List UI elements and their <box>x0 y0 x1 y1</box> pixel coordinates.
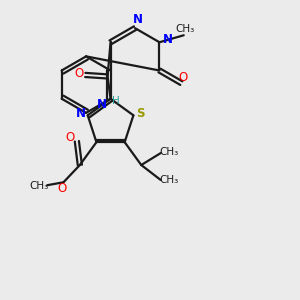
Text: CH₃: CH₃ <box>176 24 195 34</box>
Text: O: O <box>66 131 75 144</box>
Text: N: N <box>163 33 172 46</box>
Text: H: H <box>112 96 120 106</box>
Text: CH₃: CH₃ <box>159 147 178 157</box>
Text: CH₃: CH₃ <box>29 182 48 191</box>
Text: O: O <box>57 182 66 195</box>
Text: CH₃: CH₃ <box>159 176 178 185</box>
Text: O: O <box>75 67 84 80</box>
Text: O: O <box>178 71 188 84</box>
Text: N: N <box>133 14 143 26</box>
Text: N: N <box>76 107 86 120</box>
Text: S: S <box>136 107 144 120</box>
Text: N: N <box>97 98 107 111</box>
